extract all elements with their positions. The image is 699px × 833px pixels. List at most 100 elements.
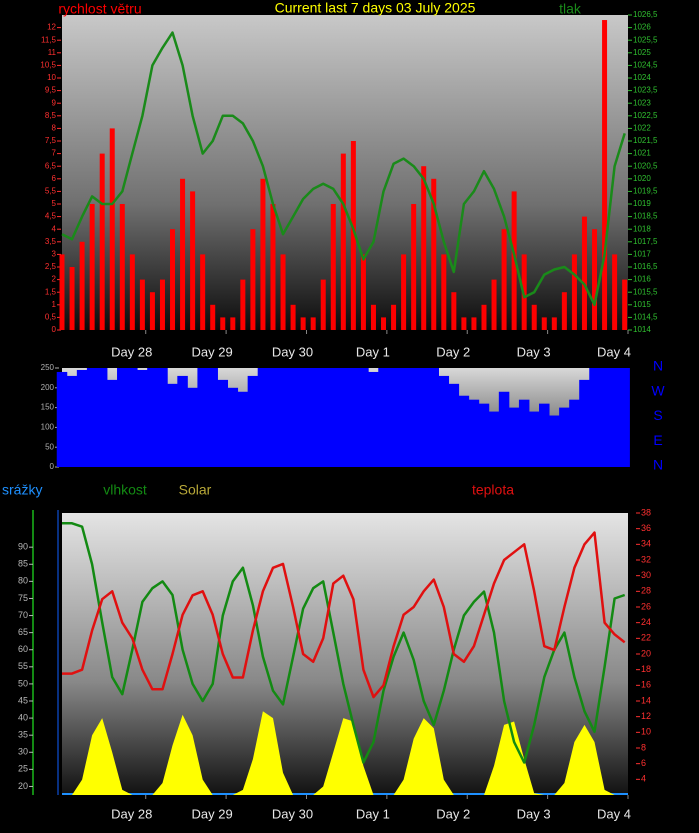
bar bbox=[488, 411, 500, 467]
tick-label: 100 bbox=[41, 423, 55, 432]
bar bbox=[287, 368, 299, 467]
bar bbox=[579, 379, 590, 467]
tick-label: 1020 bbox=[633, 174, 651, 183]
tick-label: 1022,5 bbox=[633, 111, 658, 120]
bar bbox=[370, 304, 376, 330]
tick-label: 1015 bbox=[633, 300, 651, 309]
bar bbox=[159, 279, 165, 330]
bar bbox=[358, 368, 369, 467]
tick-label: 40 bbox=[18, 712, 28, 722]
x-tick-label: Day 29 bbox=[192, 806, 233, 821]
legend-label: tlak bbox=[559, 1, 582, 17]
direction-label: S bbox=[653, 407, 662, 423]
x-tick-label: Day 1 bbox=[356, 806, 390, 821]
bar bbox=[86, 368, 98, 467]
bar bbox=[220, 317, 226, 330]
tick-label: 70 bbox=[18, 610, 28, 620]
tick-label: 90 bbox=[18, 542, 28, 552]
tick-label: 2 bbox=[52, 275, 57, 284]
bar bbox=[599, 368, 610, 467]
tick-label: 1017,5 bbox=[633, 237, 658, 246]
tick-label: 50 bbox=[45, 442, 54, 451]
bar bbox=[207, 368, 218, 467]
tick-label: 4 bbox=[52, 224, 57, 233]
bar bbox=[96, 368, 108, 467]
tick-label: 9,5 bbox=[45, 86, 57, 95]
bar bbox=[559, 407, 570, 467]
bar bbox=[69, 267, 75, 330]
tick-label: 1016 bbox=[633, 275, 651, 284]
tick-label: 20 bbox=[641, 648, 651, 658]
tick-label: 1 bbox=[52, 300, 57, 309]
tick-label: 6 bbox=[52, 174, 57, 183]
axis-label: srážky bbox=[2, 482, 42, 498]
tick-label: 8 bbox=[641, 742, 646, 752]
bar bbox=[501, 229, 507, 330]
tick-label: 1020,5 bbox=[633, 161, 658, 170]
tick-label: 200 bbox=[41, 383, 55, 392]
bar bbox=[471, 317, 477, 330]
tick-label: 1019 bbox=[633, 199, 651, 208]
bar bbox=[609, 368, 620, 467]
line bbox=[61, 31, 626, 307]
tick-label: 25 bbox=[18, 764, 28, 774]
bar bbox=[619, 368, 630, 467]
bar bbox=[106, 379, 118, 467]
bar bbox=[56, 371, 68, 467]
x-tick-label: Day 28 bbox=[111, 806, 152, 821]
bar bbox=[187, 387, 198, 467]
tick-label: 1016,5 bbox=[633, 262, 658, 271]
bar bbox=[622, 279, 628, 330]
tick-label: 75 bbox=[18, 593, 28, 603]
tick-label: 11,5 bbox=[41, 35, 57, 44]
tick-label: 50 bbox=[18, 678, 28, 688]
bar bbox=[59, 254, 65, 330]
bar bbox=[541, 317, 547, 330]
tick-label: 1022 bbox=[633, 124, 651, 133]
bar bbox=[177, 375, 188, 467]
bar bbox=[230, 317, 236, 330]
bar bbox=[117, 368, 128, 467]
x-tick-label: Day 3 bbox=[517, 806, 551, 821]
tick-label: 30 bbox=[18, 747, 28, 757]
tick-label: 1023,5 bbox=[633, 86, 658, 95]
bar bbox=[602, 20, 608, 330]
bar bbox=[571, 254, 577, 330]
bar bbox=[511, 191, 517, 330]
tick-label: 1025,5 bbox=[633, 35, 658, 44]
tick-label: 18 bbox=[641, 664, 651, 674]
tick-label: 4 bbox=[641, 774, 646, 784]
bar bbox=[66, 375, 78, 467]
bar bbox=[378, 368, 389, 467]
legend-label: vlhkost bbox=[103, 482, 147, 498]
tick-label: 36 bbox=[641, 523, 651, 533]
tick-label: 30 bbox=[641, 570, 651, 580]
bar bbox=[76, 369, 88, 467]
bar bbox=[581, 216, 587, 330]
tick-label: 1017 bbox=[633, 250, 651, 259]
tick-label: 9 bbox=[52, 98, 57, 107]
tick-label: 12 bbox=[641, 711, 651, 721]
tick-label: 1023 bbox=[633, 98, 651, 107]
bar bbox=[317, 368, 329, 467]
tick-label: 7,5 bbox=[45, 136, 57, 145]
x-tick-label: Day 30 bbox=[272, 344, 313, 359]
bar bbox=[139, 279, 145, 330]
bar bbox=[79, 241, 85, 330]
bar bbox=[247, 375, 259, 467]
direction-label: W bbox=[651, 382, 665, 398]
tick-label: 7 bbox=[52, 149, 57, 158]
tick-label: 5,5 bbox=[45, 187, 57, 196]
bar bbox=[190, 191, 196, 330]
tick-label: 3 bbox=[52, 250, 57, 259]
bar bbox=[441, 254, 447, 330]
tick-label: 1018,5 bbox=[633, 212, 658, 221]
tick-label: 8,5 bbox=[45, 111, 57, 120]
bar bbox=[551, 317, 557, 330]
tick-label: 65 bbox=[18, 627, 28, 637]
tick-label: 1021 bbox=[633, 149, 651, 158]
tick-label: 1014 bbox=[633, 325, 651, 334]
bar bbox=[257, 368, 269, 467]
bar bbox=[157, 368, 168, 467]
x-tick-label: Day 2 bbox=[436, 344, 470, 359]
